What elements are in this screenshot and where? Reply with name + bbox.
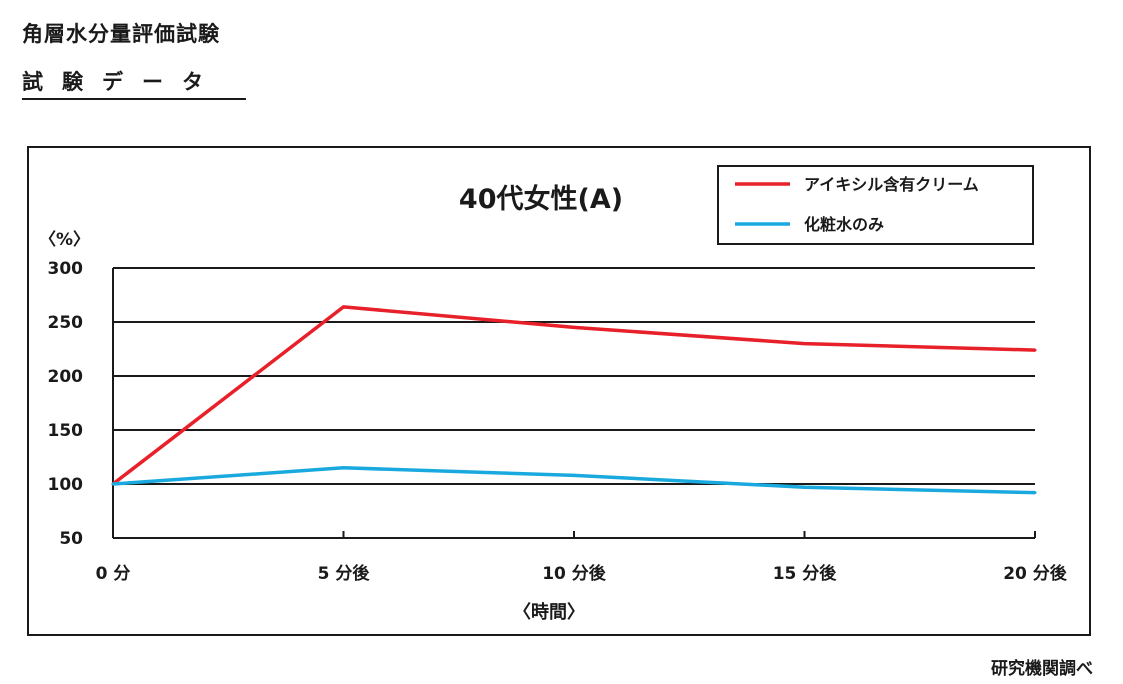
page-title: 角層水分量評価試験: [22, 22, 220, 46]
data-point: [572, 473, 576, 477]
legend-box: [717, 165, 1034, 245]
data-point: [342, 466, 345, 470]
y-axis-label: 〈%〉: [39, 229, 90, 250]
legend-label: 化粧水のみ: [804, 215, 884, 234]
series-line-1: [111, 305, 1036, 486]
legend-label: アイキシル含有クリーム: [804, 175, 979, 194]
chart-title: 40代女性(A): [459, 183, 623, 215]
x-tick-label: 5 分後: [318, 563, 371, 584]
y-tick-label: 300: [48, 259, 84, 279]
x-tick-label: 20 分後: [1003, 563, 1068, 584]
data-point: [342, 305, 345, 309]
x-axis-label: 〈時間〉: [513, 602, 585, 623]
x-tick-label: 10 分後: [542, 563, 607, 584]
y-tick-label: 50: [59, 529, 83, 549]
section-title: 試験データ: [22, 66, 246, 100]
y-tick-label: 250: [48, 313, 84, 333]
x-tick-label: 15 分後: [773, 563, 838, 584]
data-point: [803, 342, 806, 346]
data-point: [1033, 491, 1037, 495]
x-tick-label: 0 分: [96, 564, 131, 584]
data-point: [803, 485, 806, 489]
series-line-2: [112, 466, 1036, 495]
data-point: [111, 482, 115, 486]
y-tick-label: 200: [48, 367, 84, 387]
source-note: 研究機関調べ: [991, 659, 1093, 679]
y-tick-label: 100: [48, 475, 84, 495]
y-tick-label: 150: [48, 421, 84, 441]
data-point: [1033, 348, 1037, 352]
data-point: [572, 325, 576, 329]
